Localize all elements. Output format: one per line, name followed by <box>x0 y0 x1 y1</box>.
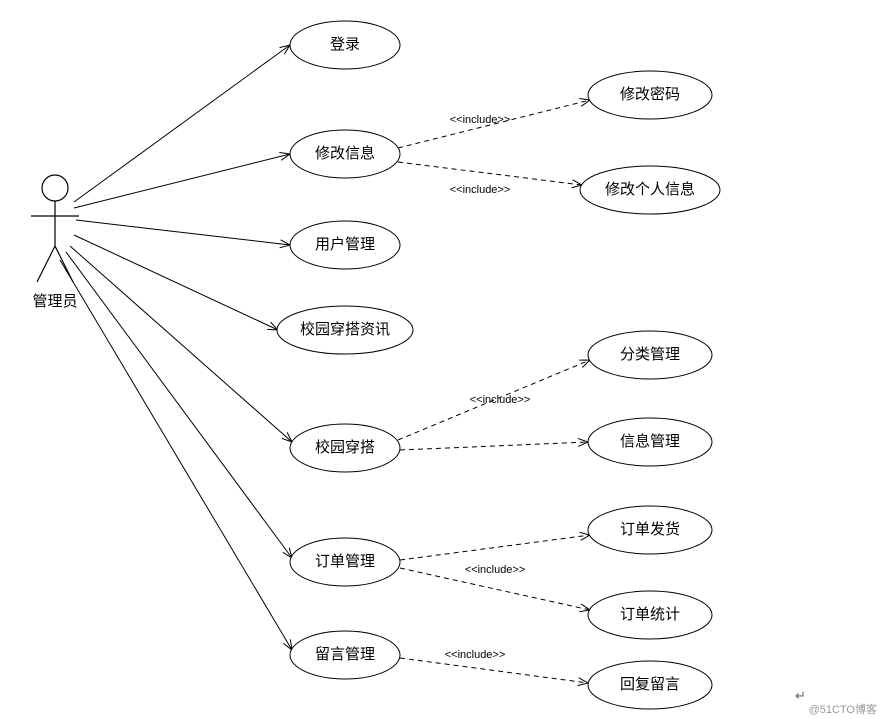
usecase-campus_news: 校园穿搭资讯 <box>277 306 413 354</box>
usecase-msg_mgmt: 留言管理 <box>290 631 400 679</box>
usecase-label: 分类管理 <box>620 346 680 363</box>
usecase-diagram: <<include>> <<include>> <<include>> <<inclu… <box>0 0 883 719</box>
usecase-user_mgmt: 用户管理 <box>290 221 400 269</box>
usecase-label: 修改信息 <box>315 145 375 162</box>
usecase-change_pinfo: 修改个人信息 <box>580 166 720 214</box>
usecase-label: 修改个人信息 <box>605 181 695 198</box>
usecase-campus_wear: 校园穿搭 <box>290 424 400 472</box>
usecase-label: 订单统计 <box>620 606 680 623</box>
association-edge <box>74 235 278 330</box>
include-label: <<include>> <box>450 114 511 126</box>
usecase-label: 订单发货 <box>620 521 680 538</box>
association-edge <box>74 154 290 208</box>
usecase-order_ship: 订单发货 <box>588 506 712 554</box>
usecase-label: 登录 <box>330 36 360 53</box>
usecase-label: 订单管理 <box>315 553 375 570</box>
association-edge <box>76 220 290 245</box>
usecase-label: 校园穿搭 <box>315 439 375 456</box>
usecase-label: 回复留言 <box>620 675 680 693</box>
usecase-cat_mgmt: 分类管理 <box>588 331 712 379</box>
usecase-change_pwd: 修改密码 <box>588 71 712 119</box>
include-label: <<include>> <box>470 394 531 406</box>
include-edge <box>400 535 590 560</box>
include-edge <box>398 162 582 185</box>
include-edge <box>400 442 588 450</box>
watermark: @51CTO博客 <box>809 702 877 716</box>
usecase-label: 修改密码 <box>620 86 680 103</box>
actor-label: 管理员 <box>32 293 77 310</box>
include-label: <<include>> <box>450 184 511 196</box>
usecase-label: 信息管理 <box>620 433 680 450</box>
usecase-modify_info: 修改信息 <box>290 130 400 178</box>
return-mark: ↵ <box>795 688 806 703</box>
usecase-order_mgmt: 订单管理 <box>290 538 400 586</box>
usecase-label: 用户管理 <box>315 236 375 253</box>
usecase-label: 留言管理 <box>315 646 375 663</box>
include-label: <<include>> <box>465 564 526 576</box>
usecase-label: 校园穿搭资讯 <box>300 321 390 338</box>
usecase-reply_msg: 回复留言 <box>588 661 712 709</box>
usecase-order_stats: 订单统计 <box>588 591 712 639</box>
actor-admin: 管理员 <box>31 175 79 310</box>
association-edge <box>66 252 292 558</box>
association-edge <box>74 45 290 202</box>
usecase-login: 登录 <box>290 21 400 69</box>
usecase-info_mgmt: 信息管理 <box>588 418 712 466</box>
association-edge <box>60 260 292 650</box>
association-edge <box>70 246 292 442</box>
include-edge <box>400 658 588 683</box>
include-label: <<include>> <box>445 649 506 661</box>
